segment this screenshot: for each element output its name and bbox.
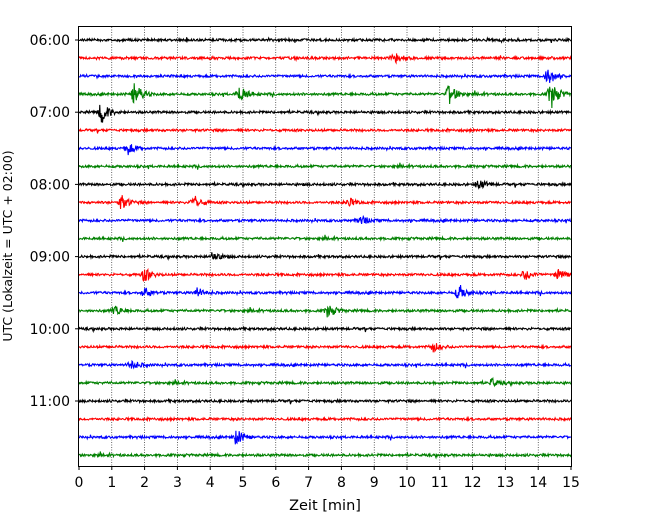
plot-frame [78, 26, 572, 467]
seismic-trace [78, 179, 572, 190]
y-tick-label: 10:00 [30, 322, 70, 338]
x-tick-label: 15 [562, 475, 580, 491]
x-tick-label: 5 [239, 475, 248, 491]
x-tick-label: 12 [464, 475, 482, 491]
x-axis-label: Zeit [min] [289, 498, 361, 514]
x-tick-label: 10 [398, 475, 416, 491]
seismic-trace [78, 430, 572, 445]
x-tick-label: 6 [271, 475, 280, 491]
seismic-trace [78, 359, 572, 370]
seismic-trace [78, 144, 572, 156]
seismic-trace [78, 69, 572, 83]
vertical-gridlines [111, 27, 539, 466]
seismic-trace [78, 376, 572, 388]
seismic-trace [78, 53, 572, 65]
seismic-trace [78, 83, 572, 108]
y-tick-label: 06:00 [30, 33, 70, 49]
seismic-trace [78, 451, 572, 460]
x-tick-label: 9 [370, 475, 379, 491]
y-tick-label: 11:00 [30, 394, 70, 410]
seismic-trace [78, 127, 572, 134]
x-tick-label: 4 [206, 475, 215, 491]
seismic-trace [78, 36, 572, 44]
x-tick-label: 8 [337, 475, 346, 491]
seismic-trace [78, 397, 572, 405]
seismic-trace [78, 252, 572, 261]
seismic-trace [78, 325, 572, 334]
seismic-trace [78, 195, 572, 209]
seismic-trace [78, 285, 572, 299]
x-tick-label: 3 [173, 475, 182, 491]
seismic-trace [78, 104, 572, 123]
x-tick-label: 11 [431, 475, 449, 491]
seismic-trace [78, 342, 572, 353]
y-tick-label: 09:00 [30, 250, 70, 266]
seismic-trace [78, 162, 572, 170]
seismic-trace [78, 234, 572, 242]
x-tick-label: 14 [529, 475, 547, 491]
y-tick-label: 08:00 [30, 177, 70, 193]
x-tick-label: 0 [75, 475, 84, 491]
seismic-trace [78, 305, 572, 318]
seismic-trace [78, 267, 572, 283]
x-tick-label: 13 [496, 475, 514, 491]
seismic-trace [78, 415, 572, 423]
y-tick-label: 07:00 [30, 105, 70, 121]
trace-lines [78, 36, 572, 460]
x-tick-label: 1 [107, 475, 116, 491]
y-axis-label: UTC (Lokalzeit = UTC + 02:00) [0, 150, 15, 341]
seismic-trace [78, 214, 572, 225]
x-tick-label: 2 [140, 475, 149, 491]
y-axis-ticks: 06:00 07:00 08:00 09:00 10:00 11:00 [30, 33, 79, 410]
x-axis-ticks: 0 1 2 3 4 5 6 7 8 9 10 11 12 13 14 15 [75, 466, 580, 491]
x-tick-label: 7 [304, 475, 313, 491]
